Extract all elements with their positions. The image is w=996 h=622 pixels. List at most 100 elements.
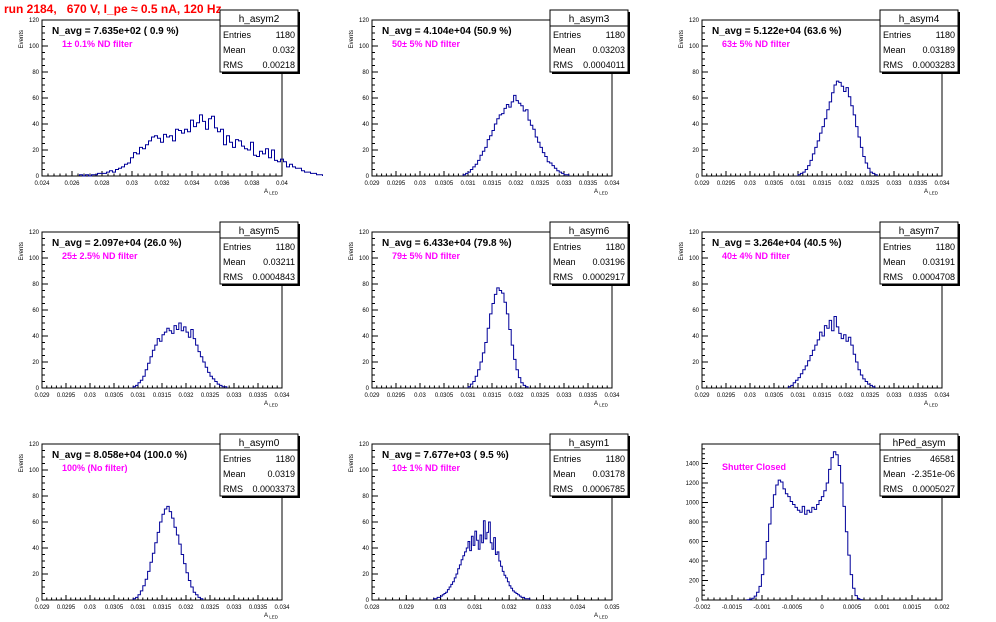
y-tick-label: 100 xyxy=(29,468,40,474)
histogram-outline xyxy=(787,316,876,388)
y-axis-label: Events xyxy=(19,454,25,472)
x-tick-label: 0.034 xyxy=(604,393,620,399)
y-tick-label: 0 xyxy=(36,598,40,604)
histogram-outline xyxy=(79,114,323,177)
x-tick-label: 0.0335 xyxy=(579,393,598,399)
y-tick-label: 60 xyxy=(362,308,369,314)
x-tick-label: 0.029 xyxy=(34,393,50,399)
x-tick-label: 0.03 xyxy=(414,181,426,187)
y-tick-label: 800 xyxy=(689,520,700,526)
y-tick-label: 120 xyxy=(359,230,370,236)
histogram-panel-h_asym0: 0.029 0.0295 0.03 0.0305 0.031 0.0315 0.032 0.0… xyxy=(19,433,300,620)
filter-annotation: Shutter Closed xyxy=(722,462,786,472)
stats-histogram-name: h_asym1 xyxy=(569,438,610,449)
stats-value-rms: 0.0004708 xyxy=(912,272,955,282)
stats-value-rms: 0.0005027 xyxy=(912,484,955,494)
stats-value-rms: 0.0003283 xyxy=(912,60,955,70)
y-tick-label: 40 xyxy=(32,334,39,340)
histogram-outline xyxy=(132,322,228,388)
stats-value-entries: 1180 xyxy=(276,30,295,40)
x-tick-label: 0.0335 xyxy=(249,393,268,399)
x-tick-label: 0.0295 xyxy=(387,181,406,187)
x-tick-label: 0.034 xyxy=(604,181,620,187)
y-tick-label: 20 xyxy=(32,360,39,366)
stats-label-rms: RMS xyxy=(883,60,903,70)
y-axis-label: Events xyxy=(349,30,355,48)
stats-value-rms: 0.0004843 xyxy=(252,272,295,282)
y-tick-label: 60 xyxy=(692,96,699,102)
x-tick-label: 0.0315 xyxy=(483,181,502,187)
panel-title: N_avg = 2.097e+04 (26.0 %) xyxy=(52,238,182,249)
stats-value-rms: 0.0004011 xyxy=(583,60,625,70)
x-tick-label: 0.031 xyxy=(460,393,476,399)
panel-title: N_avg = 6.433e+04 (79.8 %) xyxy=(382,238,512,249)
x-axis-label: A LED xyxy=(594,189,609,196)
x-tick-label: 0.03 xyxy=(84,393,96,399)
y-tick-label: 0 xyxy=(696,598,700,604)
stats-label-mean: Mean xyxy=(553,257,576,267)
y-tick-label: 80 xyxy=(362,282,369,288)
stats-histogram-name: h_asym0 xyxy=(239,438,280,449)
x-tick-label: 0.03 xyxy=(126,181,138,187)
x-tick-label: 0.034 xyxy=(184,181,200,187)
y-tick-label: 0 xyxy=(366,386,370,392)
y-tick-label: 400 xyxy=(689,559,700,565)
y-tick-label: 40 xyxy=(32,122,39,128)
x-tick-label: 0.0295 xyxy=(387,393,406,399)
stats-box xyxy=(879,433,959,497)
y-tick-label: 20 xyxy=(692,360,699,366)
y-tick-label: 100 xyxy=(359,44,370,50)
y-tick-label: 40 xyxy=(362,122,369,128)
x-tick-label: 0.032 xyxy=(502,605,518,611)
x-tick-label: 0.031 xyxy=(460,181,476,187)
y-tick-label: 0 xyxy=(366,174,370,180)
y-tick-label: 60 xyxy=(362,96,369,102)
x-tick-label: 0.0335 xyxy=(579,181,598,187)
x-tick-label: 0.032 xyxy=(838,181,854,187)
x-tick-label: 0.031 xyxy=(467,605,483,611)
x-tick-label: -0.0015 xyxy=(722,605,743,611)
y-tick-label: 0 xyxy=(696,174,700,180)
x-tick-label: 0.031 xyxy=(790,393,806,399)
stats-box xyxy=(219,433,299,497)
y-tick-label: 20 xyxy=(32,148,39,154)
stats-box xyxy=(549,433,629,497)
stats-label-mean: Mean xyxy=(553,45,576,55)
histogram-outline xyxy=(797,80,878,176)
stats-label-mean: Mean xyxy=(883,45,906,55)
stats-value-entries: 46581 xyxy=(930,454,955,464)
x-tick-label: 0.032 xyxy=(154,181,170,187)
y-tick-label: 120 xyxy=(359,18,370,24)
y-tick-label: 80 xyxy=(32,70,39,76)
x-tick-label: 0.0305 xyxy=(105,393,124,399)
stats-label-rms: RMS xyxy=(553,60,573,70)
y-tick-label: 100 xyxy=(359,468,370,474)
y-tick-label: 60 xyxy=(32,308,39,314)
x-tick-label: -0.001 xyxy=(753,605,771,611)
panel-title: N_avg = 8.058e+04 (100.0 %) xyxy=(52,450,187,461)
x-tick-label: 0.034 xyxy=(570,605,586,611)
x-tick-label: 0.0335 xyxy=(249,605,268,611)
stats-value-mean: 0.03178 xyxy=(592,469,625,479)
x-tick-label: 0.03 xyxy=(744,181,756,187)
filter-annotation: 63± 5% ND filter xyxy=(722,39,790,49)
y-tick-label: 0 xyxy=(36,174,40,180)
histogram-panel-h_asym5: 0.029 0.0295 0.03 0.0305 0.031 0.0315 0.032 0.0… xyxy=(19,221,300,408)
stats-value-entries: 1180 xyxy=(606,454,625,464)
x-tick-label: 0.032 xyxy=(178,605,194,611)
x-tick-label: 0.029 xyxy=(34,605,50,611)
stats-label-entries: Entries xyxy=(553,242,582,252)
x-tick-label: 0 xyxy=(820,605,824,611)
histogram-outline xyxy=(132,505,204,600)
histogram-outline xyxy=(746,451,863,601)
stats-value-entries: 1180 xyxy=(276,454,295,464)
panel-title: N_avg = 7.635e+02 ( 0.9 %) xyxy=(52,26,179,37)
panel-title: N_avg = 4.104e+04 (50.9 %) xyxy=(382,26,512,37)
y-axis-label: Events xyxy=(19,242,25,260)
histogram-outline xyxy=(433,520,531,600)
x-tick-label: 0.0315 xyxy=(813,393,832,399)
filter-annotation: 100% (No filter) xyxy=(62,463,128,473)
x-axis-label: A LED xyxy=(264,613,279,620)
x-tick-label: 0.0295 xyxy=(717,393,736,399)
